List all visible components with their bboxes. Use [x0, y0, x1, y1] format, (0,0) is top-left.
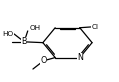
Text: N: N: [77, 53, 83, 62]
Text: OH: OH: [30, 25, 41, 31]
Text: Cl: Cl: [92, 24, 99, 30]
Text: O: O: [40, 56, 47, 65]
Text: HO: HO: [2, 31, 14, 37]
Text: B: B: [21, 37, 27, 46]
